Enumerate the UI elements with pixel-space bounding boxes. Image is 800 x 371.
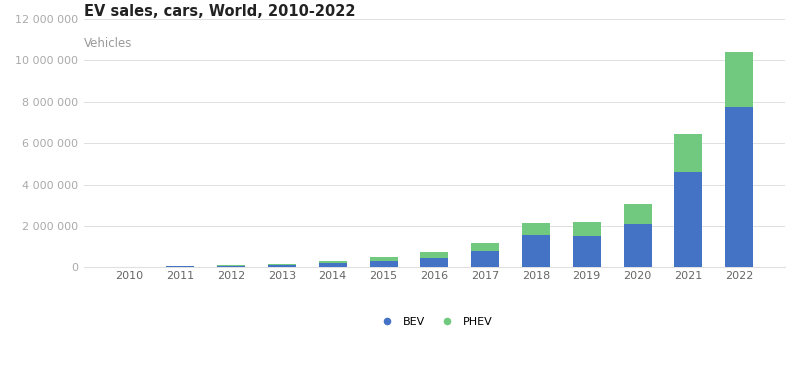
Bar <box>217 266 245 267</box>
Text: Vehicles: Vehicles <box>84 37 132 50</box>
Bar <box>674 172 702 267</box>
Bar <box>370 256 398 261</box>
Bar <box>318 263 346 267</box>
Bar <box>573 222 601 236</box>
Bar <box>268 265 296 267</box>
Bar <box>268 264 296 265</box>
Bar <box>166 266 194 267</box>
Bar <box>420 252 448 258</box>
Bar <box>522 223 550 235</box>
Bar <box>370 261 398 267</box>
Bar <box>725 52 753 106</box>
Bar <box>573 236 601 267</box>
Bar <box>318 261 346 263</box>
Bar <box>623 224 651 267</box>
Legend: BEV, PHEV: BEV, PHEV <box>372 313 497 331</box>
Bar <box>471 251 499 267</box>
Bar <box>674 134 702 172</box>
Bar <box>725 106 753 267</box>
Bar <box>420 258 448 267</box>
Bar <box>471 243 499 251</box>
Bar <box>623 204 651 224</box>
Bar <box>522 235 550 267</box>
Text: EV sales, cars, World, 2010-2022: EV sales, cars, World, 2010-2022 <box>84 4 355 19</box>
Bar <box>217 265 245 266</box>
